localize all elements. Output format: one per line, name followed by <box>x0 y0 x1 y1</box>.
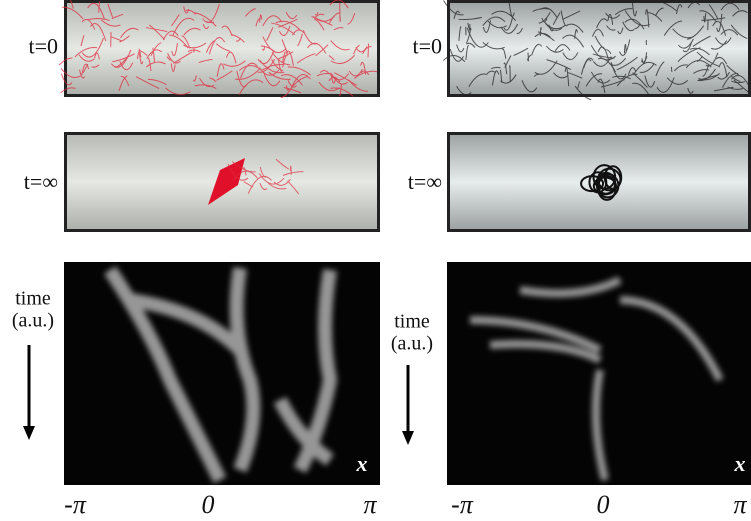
x-tick-label: 0 <box>202 490 215 519</box>
row-label: t=0 <box>412 34 442 59</box>
x-tick-label: π <box>363 490 377 519</box>
time-unit: (a.u.) <box>391 333 433 355</box>
row-label: t=∞ <box>408 169 442 194</box>
x-tick-label: 0 <box>597 490 610 519</box>
fiber <box>340 3 341 22</box>
row-label: t=0 <box>28 34 58 59</box>
figure: t=0t=∞xtime(a.u.)-π0πt=0t=∞xtime(a.u.)-π… <box>0 0 751 521</box>
time-arrowhead <box>23 426 35 440</box>
photo <box>67 3 377 94</box>
x-tick-label: π <box>733 490 747 519</box>
x-tick-label: -π <box>64 490 87 519</box>
time-label: time <box>394 311 430 333</box>
time-arrowhead <box>402 431 414 445</box>
x-axis-label: x <box>734 451 746 476</box>
time-unit: (a.u.) <box>12 310 54 332</box>
time-label: time <box>15 288 51 310</box>
row-label: t=∞ <box>24 169 58 194</box>
x-tick-label: -π <box>451 490 474 519</box>
fiber <box>510 66 511 83</box>
x-axis-label: x <box>356 451 368 476</box>
fiber <box>528 53 529 62</box>
